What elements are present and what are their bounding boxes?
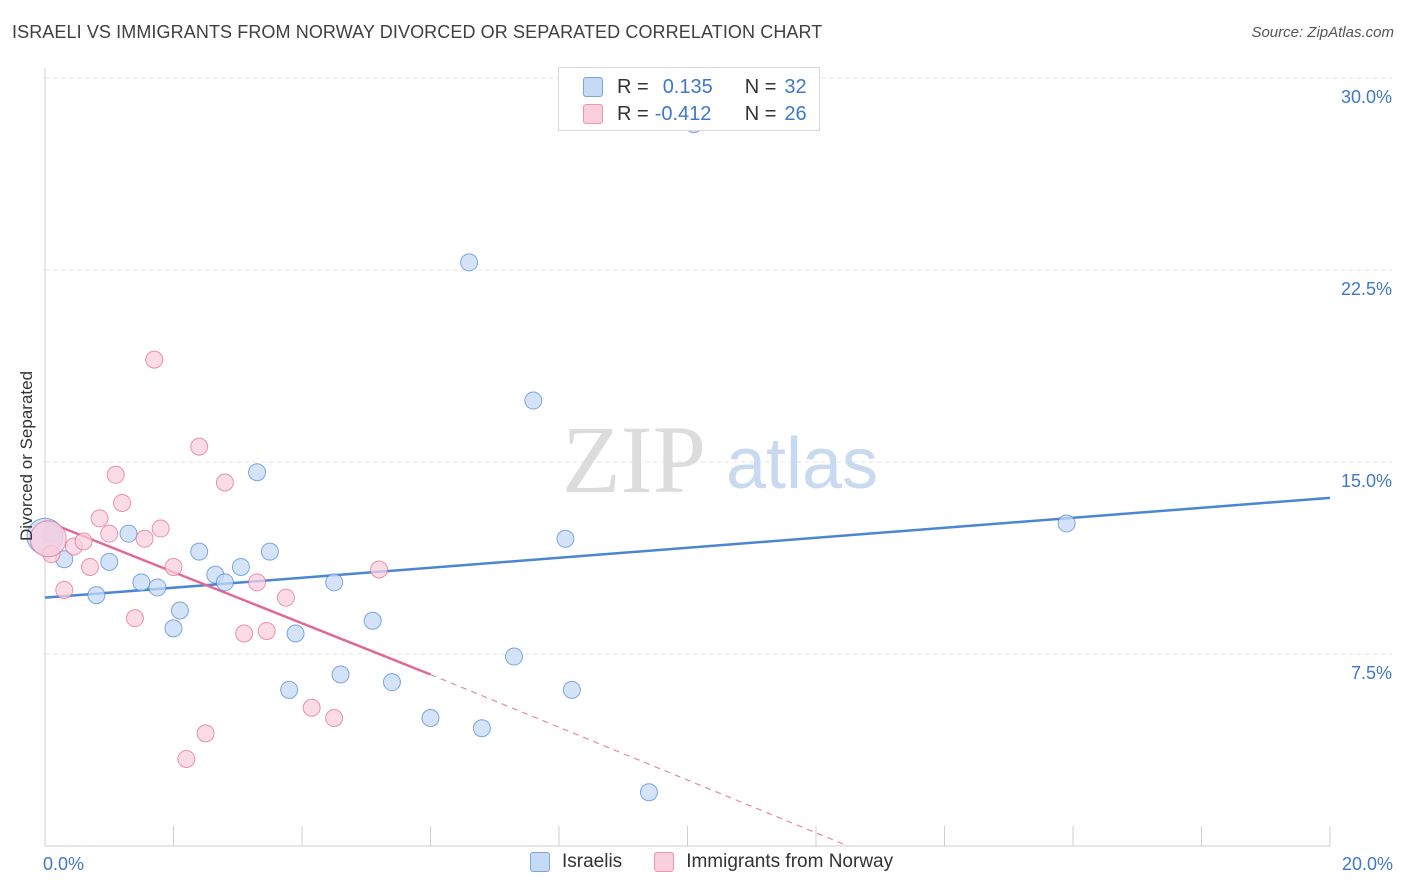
point-israelis: [505, 647, 524, 666]
point-norway: [100, 524, 119, 543]
series-swatch-norway: [654, 852, 675, 872]
point-norway: [215, 473, 234, 492]
point-israelis: [421, 709, 440, 727]
point-israelis: [363, 611, 382, 630]
point-norway: [177, 749, 196, 768]
point-israelis: [170, 601, 189, 620]
point-israelis: [119, 524, 138, 543]
point-israelis: [148, 578, 167, 597]
point-norway: [164, 557, 183, 576]
series-legend: Israelis Immigrants from Norway: [530, 851, 925, 873]
point-norway: [325, 709, 344, 727]
stats-legend: R = 0.135 N = 32 R = -0.412 N = 26: [558, 67, 820, 131]
point-norway: [125, 609, 144, 628]
y-tick-label: 22.5%: [1341, 279, 1392, 299]
point-norway: [90, 509, 109, 528]
point-israelis: [248, 463, 267, 482]
legend-r-value: 0.135: [662, 75, 713, 98]
watermark-zip: ZIP: [562, 406, 706, 513]
series-label-israelis: Israelis: [562, 851, 623, 872]
legend-r-label: R =: [617, 102, 649, 125]
point-norway: [276, 588, 295, 607]
legend-r-label: R =: [617, 75, 649, 98]
x-tick-label: 20.0%: [1342, 854, 1393, 874]
legend-r-value: -0.412: [654, 102, 712, 125]
point-israelis: [524, 391, 543, 410]
point-norway: [257, 621, 276, 640]
point-israelis: [100, 552, 119, 571]
point-norway: [29, 520, 67, 558]
point-norway: [196, 724, 215, 743]
point-israelis: [562, 680, 581, 699]
point-israelis: [325, 573, 344, 592]
point-israelis: [164, 619, 183, 638]
point-israelis: [280, 680, 299, 699]
legend-n-label: N =: [744, 75, 777, 98]
watermark-atlas: atlas: [726, 424, 878, 504]
legend-swatch-israelis: [583, 77, 603, 97]
point-norway: [55, 581, 74, 599]
chart-source: Source: ZipAtlas.com: [1251, 24, 1394, 41]
axes-layer: [44, 68, 1331, 847]
point-israelis: [331, 665, 350, 684]
point-norway: [248, 573, 267, 592]
points-layer: [26, 115, 1076, 802]
series-swatch-israelis: [530, 852, 550, 872]
point-israelis: [190, 542, 209, 561]
point-norway: [190, 437, 209, 456]
point-israelis: [231, 557, 250, 576]
grid-layer: [45, 77, 1392, 655]
y-axis-label: Divorced or Separated: [17, 371, 36, 541]
trend-layer: [44, 496, 1331, 847]
point-norway: [370, 560, 389, 579]
series-legend-israelis: Israelis: [530, 851, 622, 873]
point-israelis: [286, 624, 305, 643]
point-norway: [135, 529, 154, 548]
point-norway: [74, 532, 93, 551]
labels-layer: 7.5% 15.0% 22.5% 30.0% 0.0% 20.0% Divorced or …: [17, 87, 1393, 874]
point-norway: [145, 350, 164, 369]
legend-row-norway: R = -0.412 N = 26: [583, 101, 807, 127]
point-israelis: [472, 719, 491, 738]
point-norway: [106, 465, 125, 484]
legend-n-value: 26: [784, 102, 807, 125]
point-israelis: [260, 542, 279, 561]
y-tick-label: 30.0%: [1341, 87, 1392, 107]
trend-line-norway: [44, 519, 431, 676]
y-tick-label: 7.5%: [1351, 663, 1392, 683]
point-israelis: [460, 253, 479, 272]
point-norway: [113, 493, 132, 512]
point-norway: [302, 698, 321, 717]
point-israelis: [1057, 514, 1076, 533]
trend-extension-norway: [430, 673, 849, 847]
point-israelis: [382, 673, 401, 692]
series-legend-norway: Immigrants from Norway: [654, 851, 893, 873]
chart-title: ISRAELI VS IMMIGRANTS FROM NORWAY DIVORC…: [12, 22, 823, 42]
point-israelis: [215, 573, 234, 592]
y-tick-label: 15.0%: [1341, 471, 1392, 491]
series-label-norway: Immigrants from Norway: [686, 851, 894, 872]
legend-swatch-norway: [583, 104, 603, 124]
x-tick-label: 0.0%: [43, 854, 84, 874]
point-israelis: [132, 573, 151, 592]
point-israelis: [87, 586, 106, 605]
point-norway: [235, 624, 254, 643]
legend-n-value: 32: [784, 75, 807, 98]
point-israelis: [639, 783, 658, 802]
legend-n-label: N =: [744, 102, 777, 125]
legend-row-israelis: R = 0.135 N = 32: [583, 74, 807, 100]
point-israelis: [556, 529, 575, 548]
point-norway: [151, 519, 170, 538]
point-norway: [80, 557, 99, 576]
